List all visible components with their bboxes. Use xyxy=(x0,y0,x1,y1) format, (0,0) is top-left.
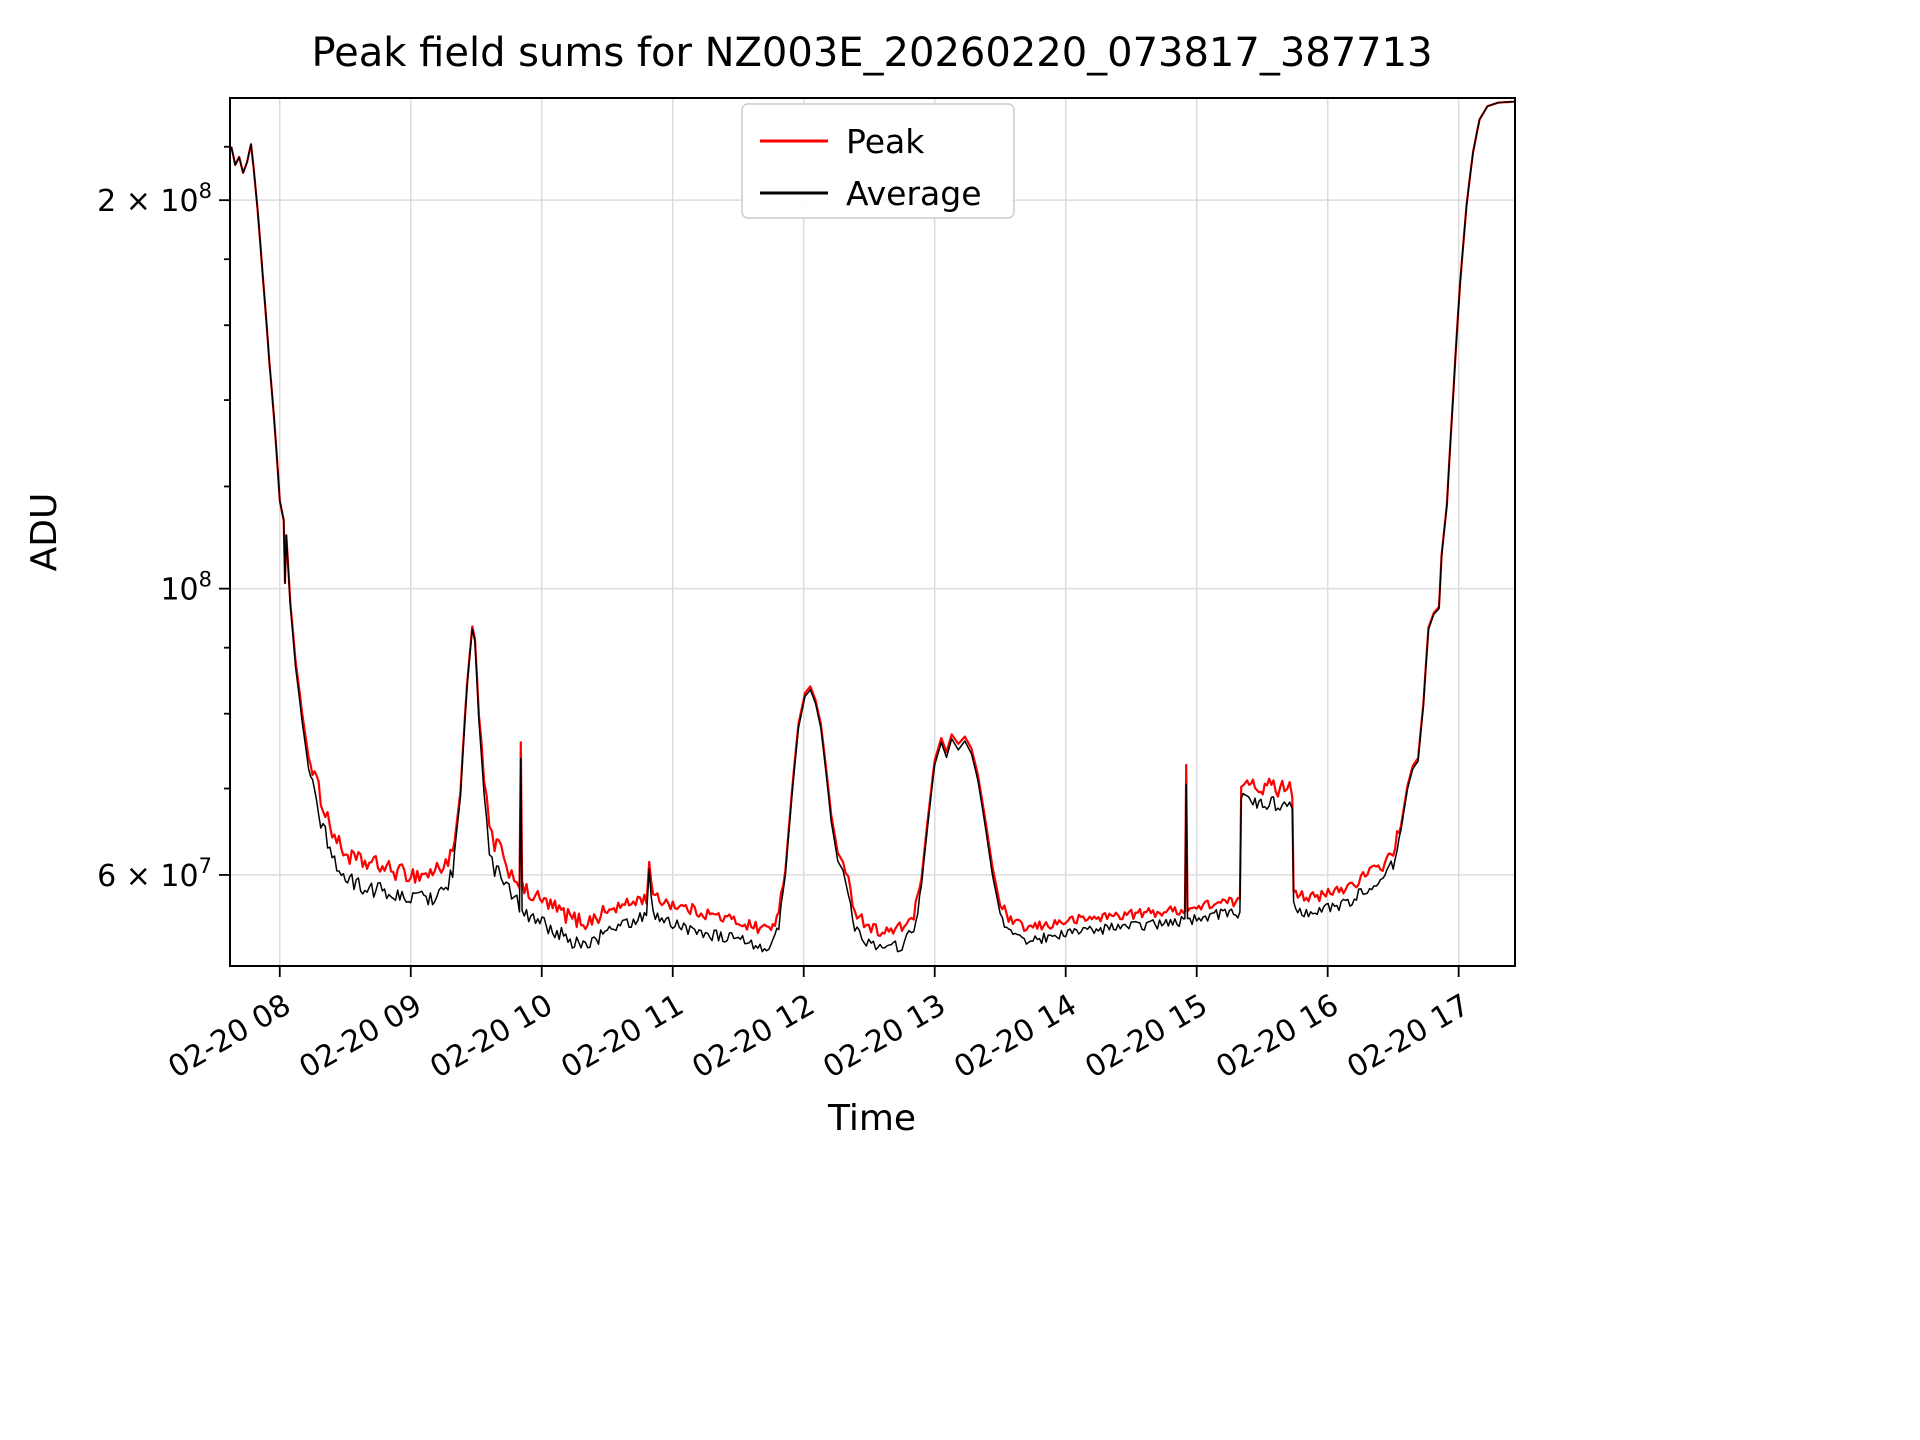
x-tick-label: 02-20 11 xyxy=(555,988,689,1086)
legend: Peak Average xyxy=(741,103,1015,219)
series-line-peak xyxy=(230,100,1515,937)
legend-item-average: Average xyxy=(760,174,982,213)
x-axis-label: Time xyxy=(827,1098,916,1139)
x-tick-label: 02-20 09 xyxy=(293,988,427,1086)
x-tick-label: 02-20 15 xyxy=(1079,988,1213,1086)
legend-label-peak: Peak xyxy=(846,122,925,161)
grid-layer xyxy=(230,98,1515,966)
series-line-average xyxy=(230,100,1515,953)
x-tick-label: 02-20 16 xyxy=(1210,988,1344,1086)
plot-area xyxy=(229,97,1516,967)
y-tick-label: 2 × 108 xyxy=(97,179,212,219)
x-tick-label: 02-20 13 xyxy=(817,988,951,1086)
legend-label-average: Average xyxy=(846,174,982,213)
x-tick-label: 02-20 14 xyxy=(948,988,1082,1086)
x-tick-label: 02-20 08 xyxy=(162,988,296,1086)
y-tick-label: 108 xyxy=(160,568,212,608)
chart-title: Peak field sums for NZ003E_20260220_0738… xyxy=(311,30,1432,76)
x-tick-label: 02-20 12 xyxy=(686,988,820,1086)
legend-item-peak: Peak xyxy=(760,122,925,161)
y-axis-label: ADU xyxy=(24,493,65,572)
legend-frame xyxy=(741,103,1015,219)
x-tick-label: 02-20 17 xyxy=(1341,988,1475,1086)
series-layer xyxy=(230,100,1515,953)
y-tick-label: 6 × 107 xyxy=(97,854,212,894)
x-tick-label: 02-20 10 xyxy=(424,988,558,1086)
